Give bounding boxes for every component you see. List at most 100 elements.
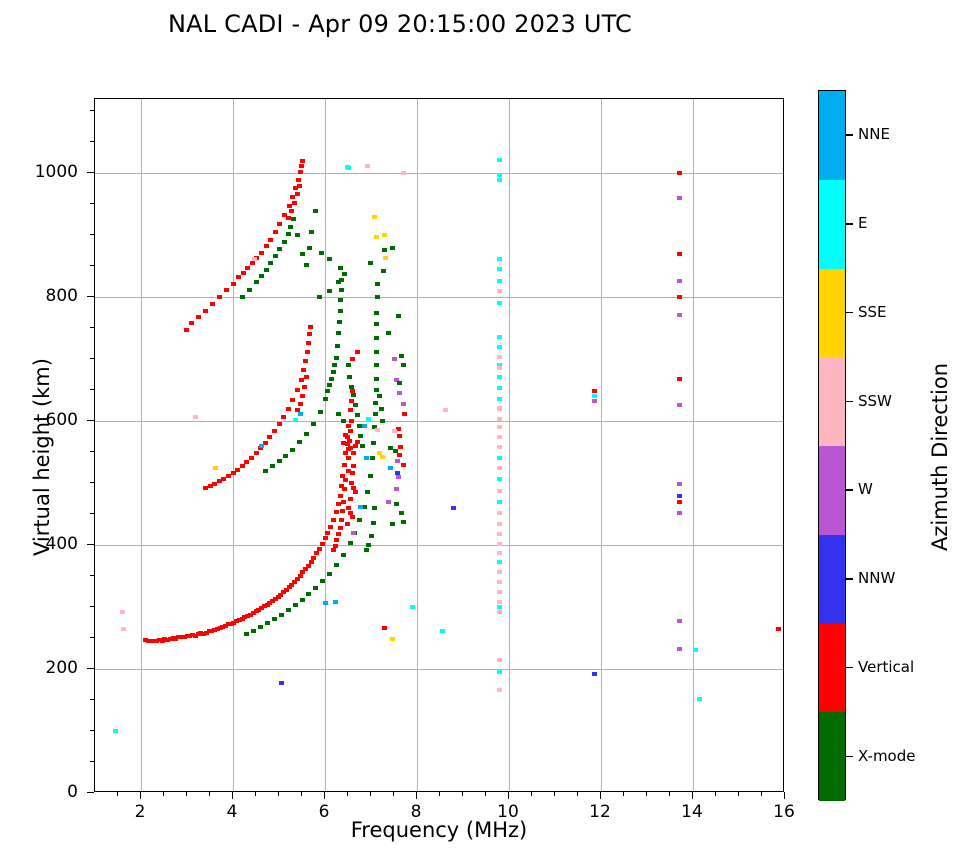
data-point	[373, 400, 379, 405]
data-point	[387, 446, 393, 451]
data-point	[368, 533, 374, 538]
data-point	[396, 313, 402, 318]
data-point	[354, 440, 360, 445]
data-point	[300, 251, 306, 256]
data-point	[236, 275, 242, 280]
data-point	[297, 411, 303, 416]
data-point	[251, 256, 257, 261]
data-point	[317, 409, 323, 414]
gridline-vertical	[325, 99, 326, 791]
data-point	[327, 256, 333, 261]
data-point	[278, 592, 284, 597]
data-point	[409, 605, 415, 610]
data-point	[358, 504, 364, 509]
data-point	[349, 384, 355, 389]
data-point	[258, 624, 264, 629]
data-point	[370, 521, 376, 526]
x-axis-minor-tick	[715, 792, 716, 796]
data-point	[235, 467, 241, 472]
data-point	[203, 630, 209, 635]
data-point	[278, 680, 284, 685]
x-axis-minor-tick	[186, 792, 187, 796]
data-point	[290, 447, 296, 452]
data-point	[396, 426, 402, 431]
data-point	[591, 672, 597, 677]
data-point	[145, 638, 151, 643]
data-point	[396, 474, 402, 479]
data-point	[354, 349, 360, 354]
data-point	[362, 424, 368, 429]
data-point	[335, 343, 341, 348]
data-point	[282, 213, 288, 218]
data-point	[298, 378, 304, 383]
data-point	[356, 424, 362, 429]
gridline-vertical	[509, 99, 510, 791]
data-point	[231, 620, 237, 625]
data-point	[389, 245, 395, 250]
data-point	[290, 194, 296, 199]
data-point	[300, 394, 306, 399]
y-axis-minor-tick	[90, 606, 94, 608]
data-point	[497, 477, 503, 482]
data-point	[376, 451, 382, 456]
x-axis-tick-label: 14	[681, 802, 703, 822]
data-point	[176, 635, 182, 640]
data-point	[340, 473, 346, 478]
colorbar-label-nne: NNE	[858, 125, 890, 144]
data-point	[281, 414, 287, 419]
data-point	[311, 421, 316, 426]
data-point	[178, 634, 184, 639]
data-point	[372, 214, 378, 219]
data-point	[240, 270, 246, 275]
data-point	[337, 308, 343, 313]
data-point	[285, 232, 291, 237]
x-axis-tick	[508, 792, 509, 799]
plot-area	[94, 98, 784, 792]
data-point	[360, 444, 366, 448]
data-point	[374, 321, 380, 326]
data-point	[374, 427, 380, 432]
data-point	[189, 321, 195, 326]
data-point	[374, 295, 380, 300]
gridline-vertical	[693, 99, 694, 791]
data-point	[192, 633, 198, 638]
data-point	[246, 287, 252, 292]
data-point	[497, 266, 503, 271]
data-point	[328, 524, 334, 529]
y-axis-minor-tick	[90, 265, 94, 267]
data-point	[285, 608, 291, 613]
gridline-horizontal	[95, 669, 783, 671]
data-point	[497, 385, 503, 390]
data-point	[297, 170, 303, 175]
data-point	[297, 401, 303, 406]
data-point	[497, 365, 503, 370]
data-point	[395, 471, 401, 476]
data-point	[497, 435, 503, 440]
data-point	[397, 390, 403, 395]
data-point	[676, 295, 682, 300]
data-point	[196, 315, 201, 320]
data-point	[253, 280, 259, 285]
data-point	[154, 639, 160, 644]
data-point	[254, 256, 260, 261]
y-axis-tick	[87, 544, 94, 546]
y-axis-minor-tick	[90, 637, 94, 639]
data-point	[382, 626, 388, 631]
data-point	[269, 464, 275, 469]
data-point	[143, 637, 149, 642]
data-point	[497, 570, 503, 575]
data-point	[497, 334, 503, 339]
data-point	[361, 504, 367, 509]
data-point	[374, 349, 380, 354]
data-point	[236, 618, 242, 623]
data-point	[202, 308, 208, 313]
data-point	[351, 393, 357, 398]
data-point	[285, 215, 291, 220]
colorbar-tick	[846, 666, 853, 669]
x-axis-minor-tick	[554, 792, 555, 796]
x-axis-minor-tick	[117, 792, 118, 796]
data-point	[497, 354, 503, 359]
data-point	[397, 434, 403, 439]
data-point	[259, 250, 265, 255]
data-point	[288, 224, 294, 229]
